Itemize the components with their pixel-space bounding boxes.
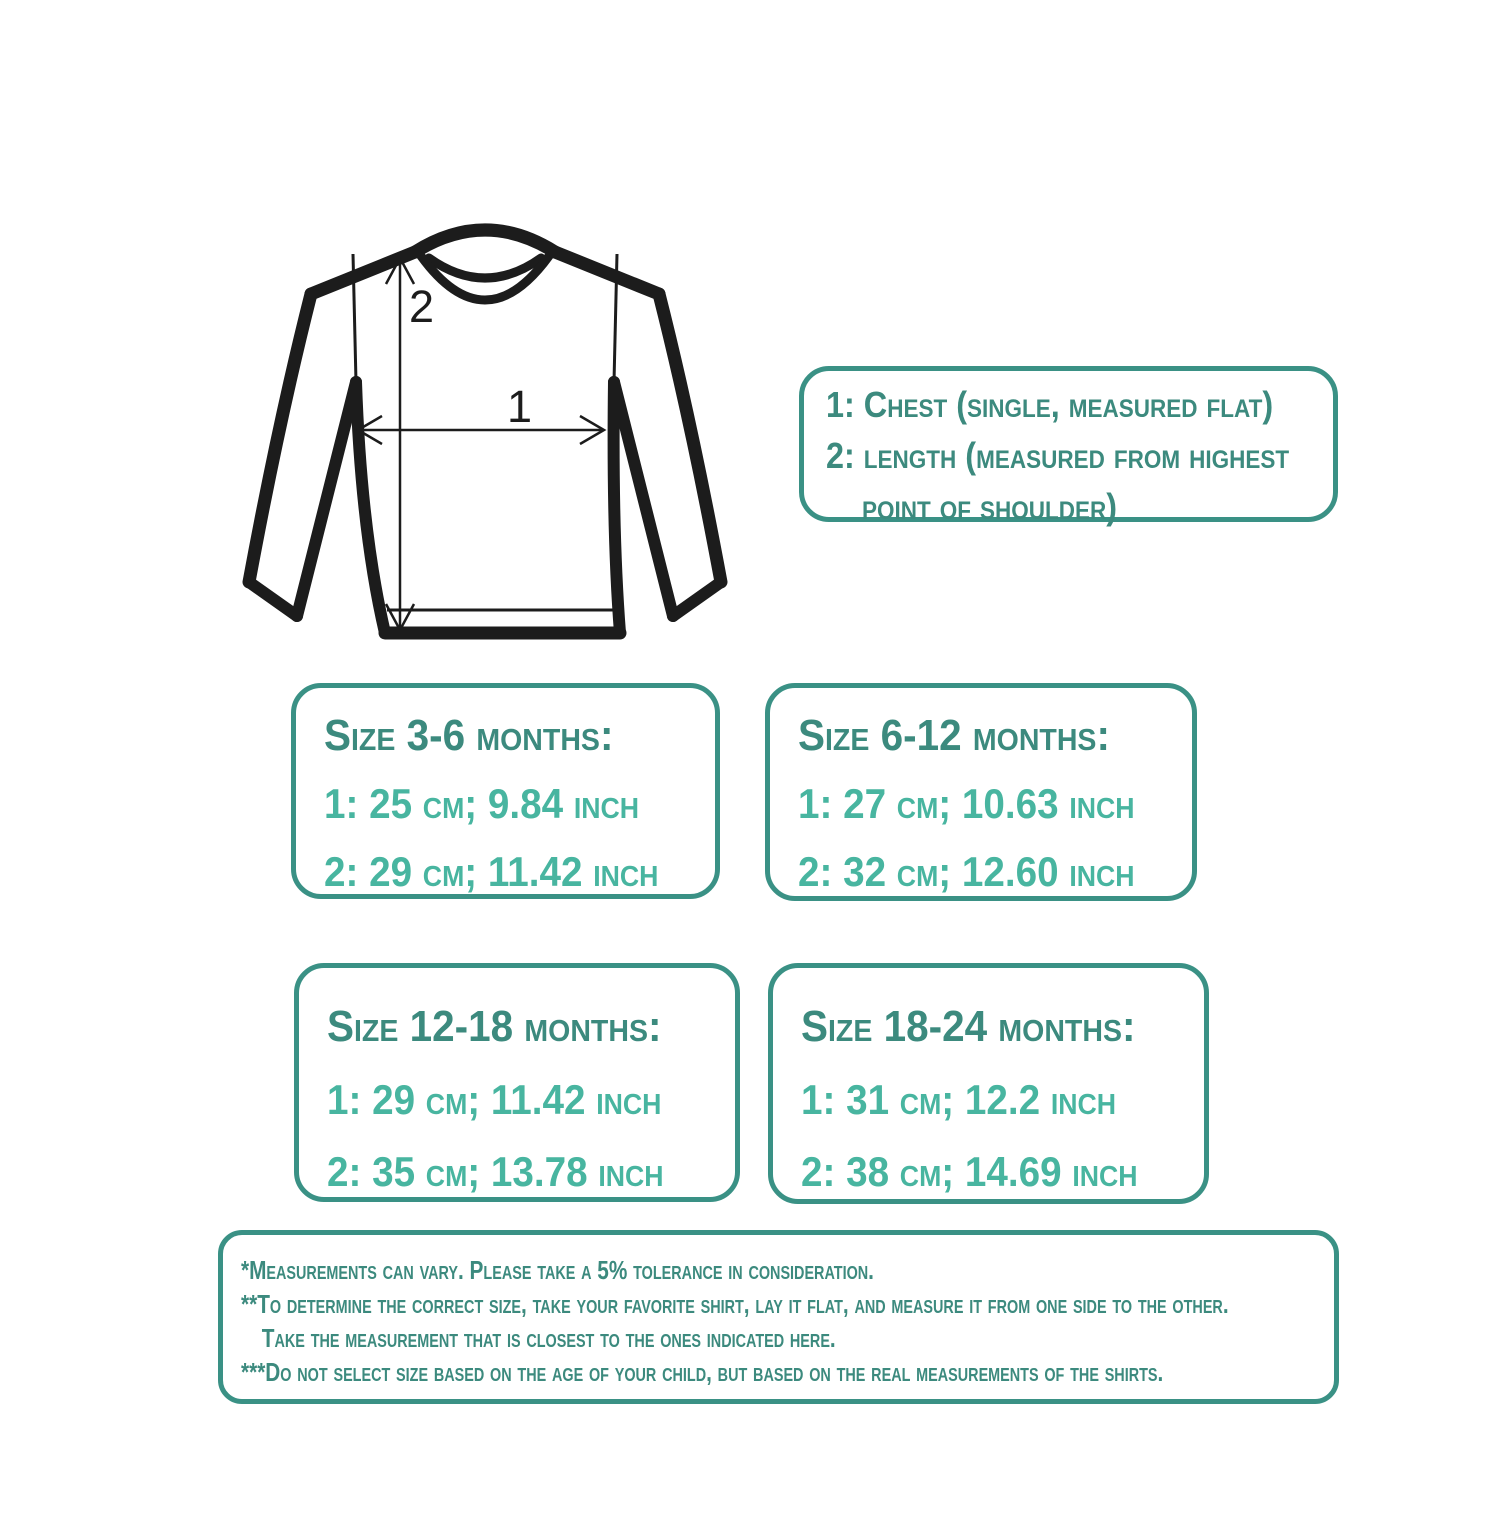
left-sleeve xyxy=(242,253,362,622)
legend-line-3: point of shoulder) xyxy=(862,486,1118,527)
size-box-chest-value: 1: 29 cm; 11.42 inch xyxy=(327,1076,662,1123)
length-measure-arrow: 2 xyxy=(384,255,434,633)
size-box-chest-value: 1: 27 cm; 10.63 inch xyxy=(798,780,1135,827)
size-box-title: Size 18-24 months: xyxy=(801,1002,1136,1051)
footnote-line-2: **To determine the correct size, take yo… xyxy=(241,1289,1229,1319)
size-box-chest-value: 1: 31 cm; 12.2 inch xyxy=(801,1076,1117,1123)
legend-line-2: 2: length (measured from highest xyxy=(826,435,1290,476)
size-box-length-value: 2: 32 cm; 12.60 inch xyxy=(798,848,1135,895)
shirt-diagram: 2 1 xyxy=(242,223,728,640)
shoulders xyxy=(304,245,666,301)
size-box-12-18-months: Size 12-18 months: 1: 29 cm; 11.42 inch … xyxy=(294,963,740,1202)
footnote-box: *Measurements can vary. Please take a 5%… xyxy=(218,1230,1339,1404)
size-box-length-value: 2: 29 cm; 11.42 inch xyxy=(324,848,659,895)
footnote-line-4: ***Do not select size based on the age o… xyxy=(241,1357,1164,1387)
chest-measure-arrow: 1 xyxy=(355,381,607,446)
size-box-chest-value: 1: 25 cm; 9.84 inch xyxy=(324,780,640,827)
size-box-18-24-months: Size 18-24 months: 1: 31 cm; 12.2 inch 2… xyxy=(768,963,1209,1204)
size-box-3-6-months: Size 3-6 months: 1: 25 cm; 9.84 inch 2: … xyxy=(291,683,720,899)
chest-measure-label: 1 xyxy=(507,381,532,432)
size-box-length-value: 2: 38 cm; 14.69 inch xyxy=(801,1148,1138,1195)
torso xyxy=(350,376,627,640)
footnote-line-3: Take the measurement that is closest to … xyxy=(261,1323,836,1353)
right-sleeve xyxy=(608,253,728,622)
collar xyxy=(408,223,562,305)
footnote-line-1: *Measurements can vary. Please take a 5%… xyxy=(241,1255,874,1285)
length-measure-label: 2 xyxy=(409,281,434,332)
legend-line-1: 1: Chest (single, measured flat) xyxy=(826,384,1274,425)
size-box-6-12-months: Size 6-12 months: 1: 27 cm; 10.63 inch 2… xyxy=(765,683,1197,901)
size-box-title: Size 12-18 months: xyxy=(327,1002,662,1051)
legend-box: 1: Chest (single, measured flat) 2: leng… xyxy=(799,366,1338,527)
size-box-title: Size 3-6 months: xyxy=(324,711,614,760)
size-box-length-value: 2: 35 cm; 13.78 inch xyxy=(327,1148,664,1195)
size-box-title: Size 6-12 months: xyxy=(798,711,1110,760)
